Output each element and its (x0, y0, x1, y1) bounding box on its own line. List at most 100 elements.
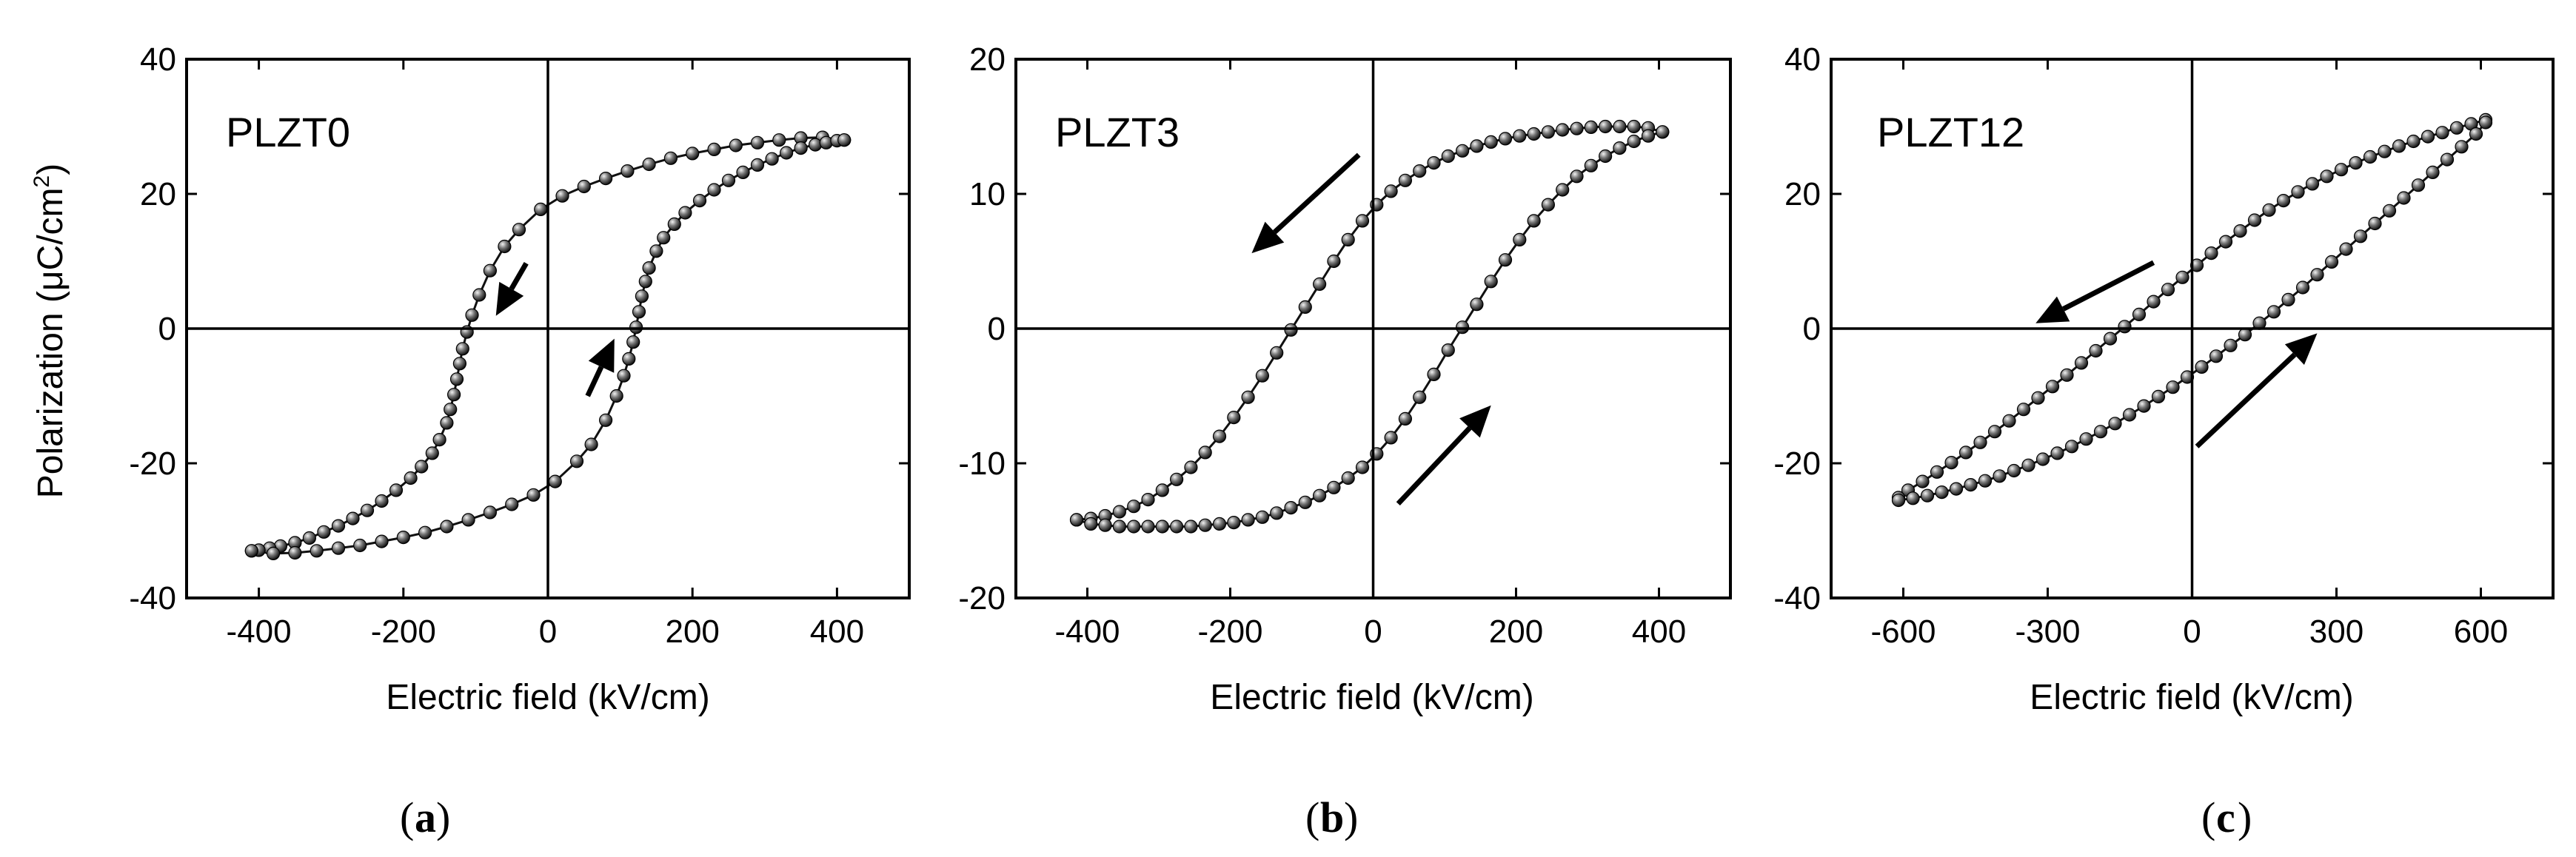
svg-text:(: ( (1305, 793, 1319, 841)
panel-a-ytick-label: 40 (140, 41, 176, 78)
panel-c-data-point (1930, 465, 1944, 479)
panel-c-data-point (1949, 482, 1964, 496)
panel-b-data-point (1241, 513, 1255, 527)
panel-b-data-point (1270, 506, 1284, 520)
panel-c-data-point (2363, 149, 2378, 164)
y-axis-title-mu: μ (31, 270, 70, 291)
panel-b-data-point (1127, 520, 1141, 534)
panel-a-data-point (461, 513, 475, 527)
panel-b-data-point (1484, 275, 1498, 289)
panel-a-data-point (707, 183, 721, 197)
panel-c-data-point (1964, 477, 1978, 492)
panel-a-data-point (642, 261, 656, 275)
panel-c-data-point (2276, 194, 2291, 208)
panel-a-data-point (483, 505, 498, 520)
panel-b-data-point (1112, 520, 1127, 534)
panel-a-xtick-label: -400 (227, 614, 292, 650)
y-axis-title-superscript: 2 (30, 175, 54, 188)
panel-c-ticks (1831, 58, 2553, 599)
panel-a-data-point (472, 288, 486, 302)
panel-c-data-point (2291, 185, 2305, 199)
panel-b-data-point (1613, 141, 1627, 155)
panel-b-data-point (1341, 471, 1355, 485)
panel-a-data-point (440, 416, 454, 430)
panel-a-data-point (642, 157, 656, 172)
panel-b-data-point (1155, 520, 1169, 534)
panel-c-data-point (2103, 332, 2118, 346)
panel-c-data-point (2218, 235, 2233, 249)
panel-a-data-point (317, 525, 331, 539)
panel-a-ytick-label: 20 (140, 176, 176, 212)
panel-b-ticks (1016, 58, 1730, 599)
panel-c-data-point (2426, 165, 2440, 179)
panel-c-data-point (2421, 130, 2435, 144)
panel-b-xtick-label: 400 (1632, 614, 1686, 650)
panel-c-data-point (2007, 463, 2021, 478)
panel-a-data-point (721, 173, 736, 187)
panel-b-data-point (1198, 518, 1212, 532)
panel-c-data-point (2093, 425, 2108, 439)
panel-c-data-point (2469, 127, 2483, 141)
panel-b-data-point (1384, 431, 1398, 445)
panel-a-data-point (598, 172, 613, 186)
panel-b-data-point (1298, 495, 1312, 509)
panel-c-arrow-shaft (2061, 260, 2155, 312)
panel-c-data-point (2064, 440, 2079, 454)
panel-b-data-point (1527, 214, 1541, 228)
panel-a-data-point (512, 223, 526, 237)
panel-c-data-point (2118, 320, 2132, 334)
panel-c-data-point (2021, 458, 2035, 472)
panel-a-data-point (808, 138, 823, 152)
panel-a-data-point (620, 164, 635, 178)
panel-a-data-point (794, 141, 808, 155)
panel-a-caption-letter: a (415, 793, 436, 841)
panel-a-data-point (267, 546, 281, 561)
panel-a-marks (244, 130, 852, 561)
panel-b-data-point (1212, 517, 1227, 531)
panel-a-data-point (498, 239, 512, 254)
panel-c-data-point (2089, 343, 2103, 358)
panel-c-data-point (2349, 156, 2363, 170)
panel-c-data-point (2050, 446, 2064, 460)
panel-a-data-point (353, 538, 367, 553)
panel-a-data-point (638, 275, 652, 289)
panel-a-data-point (629, 320, 643, 335)
panel-c-data-point (2440, 152, 2455, 167)
panel-b-data-point (1084, 517, 1098, 531)
panel-b-data-point (1212, 429, 1227, 443)
panel-a-data-point (534, 202, 548, 216)
panel-b-data-point (1384, 184, 1398, 198)
panel-b-data-point (1255, 369, 1270, 383)
panel-c-data-point (2449, 121, 2464, 135)
panel-a-data-point (837, 133, 852, 147)
panel-b-tick-labels: -400 -200 0 200 400 -20 -10 0 10 20 (958, 41, 1686, 650)
panel-a-data-point (729, 138, 743, 152)
panel-a-data-point (609, 389, 623, 403)
panel-a-data-point (446, 388, 461, 402)
panel-a-data-point (617, 369, 631, 383)
panel-b-data-point (1284, 500, 1298, 515)
panel-a-data-point (686, 147, 700, 161)
panel-a-data-point (418, 525, 432, 540)
panel-c-data-point (2305, 177, 2320, 191)
panel-b-data-point (1470, 298, 1484, 312)
panel-a-xtick-label: 0 (539, 614, 557, 650)
panel-b-data-point (1641, 129, 1656, 143)
panel-b-data-point (1155, 483, 1169, 497)
panel-c-data-point (2435, 126, 2449, 140)
panel-a-data-point (548, 474, 562, 488)
panel-b-data-point (1355, 214, 1370, 228)
panel-a-data-point (455, 342, 469, 356)
panel-a-data-point (569, 454, 584, 468)
panel-a-ytick-label: -20 (129, 446, 176, 482)
panel-c-data-point (2151, 389, 2166, 404)
panel-b-data-point (1470, 139, 1484, 153)
panel-a-data-point (750, 135, 765, 149)
y-axis-title-suffix: ) (31, 164, 70, 175)
panel-a-arrow-shaft (509, 261, 529, 291)
panel-b-data-point (1584, 120, 1598, 134)
panel-b-xtick-label: -400 (1054, 614, 1120, 650)
y-axis-title: Polarization (μC/cm2) (30, 164, 70, 498)
panel-c-data-point (2224, 338, 2238, 352)
